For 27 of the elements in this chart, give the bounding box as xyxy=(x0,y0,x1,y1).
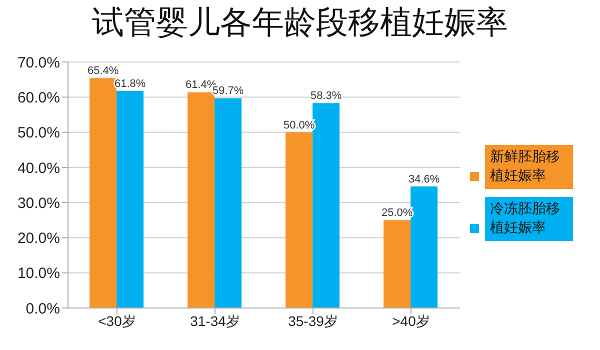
y-tick-label: 10.0% xyxy=(17,265,60,282)
y-tick-label: 0.0% xyxy=(26,300,60,318)
x-tick-label: 31-34岁 xyxy=(190,312,240,329)
x-tick-label: <30岁 xyxy=(98,312,136,329)
x-tick-label: 35-39岁 xyxy=(288,312,338,329)
x-tick-label: >40岁 xyxy=(392,312,430,329)
data-label: 59.7% xyxy=(212,85,244,98)
bar xyxy=(286,132,313,308)
y-tick-label: 60.0% xyxy=(17,89,60,106)
bar xyxy=(312,103,340,308)
data-label: 58.3% xyxy=(310,90,342,102)
bar xyxy=(90,78,117,308)
chart-title: 试管婴儿各年龄段移植妊娠率 xyxy=(91,2,509,43)
bar xyxy=(188,92,215,308)
text: 新鲜胚胎移植妊娠率 xyxy=(485,145,573,189)
bar xyxy=(384,220,411,308)
data-label: 65.4% xyxy=(87,65,119,78)
bar xyxy=(410,186,438,308)
y-tick-label: 30.0% xyxy=(17,194,60,212)
y-tick-label: 50.0% xyxy=(17,124,60,142)
text: 冷冻胚胎移植妊娠率 xyxy=(485,197,573,241)
bar xyxy=(214,98,242,308)
data-label: 34.6% xyxy=(408,173,440,186)
y-tick-label: 20.0% xyxy=(17,230,60,248)
y-tick-label: 40.0% xyxy=(17,160,60,177)
bar xyxy=(116,90,144,308)
y-tick-label: 70.0% xyxy=(17,54,60,72)
